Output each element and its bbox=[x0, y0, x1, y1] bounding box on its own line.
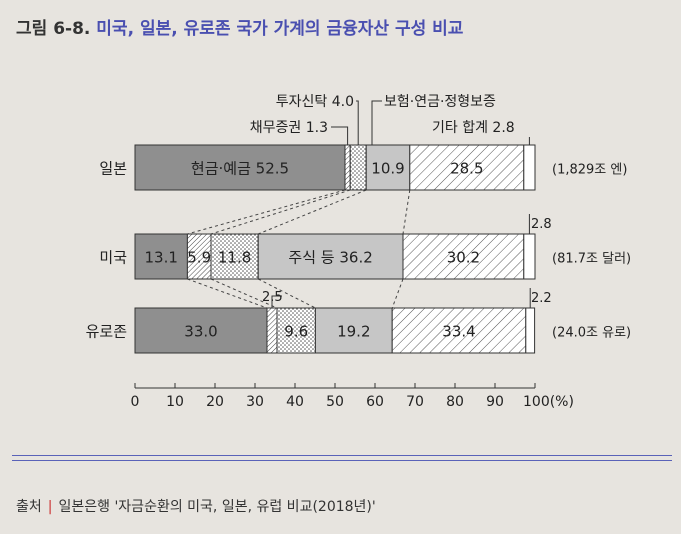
source-label: 출처 bbox=[16, 499, 42, 515]
figure-number: 그림 6-8. bbox=[16, 19, 91, 39]
connector-japan-stock bbox=[402, 189, 411, 235]
bar-usa-stock bbox=[257, 233, 404, 280]
bar-label-usa-stock: 주식 등 36.2 bbox=[288, 249, 372, 267]
connector-usa-stock bbox=[391, 278, 404, 309]
bar-label-euro-stock: 19.2 bbox=[337, 323, 370, 341]
leader-ins-jp bbox=[371, 100, 382, 145]
category-label-usa: 미국 bbox=[99, 249, 127, 267]
category-label-euro: 유로존 bbox=[86, 323, 128, 341]
leader-bond-jp bbox=[331, 126, 349, 145]
bar-usa-other bbox=[523, 233, 536, 280]
annotation-other_jp: 기타 합계 2.8 bbox=[432, 120, 515, 136]
figure-title: 그림 6-8. 미국, 일본, 유로존 국가 가계의 금융자산 구성 비교 bbox=[16, 14, 463, 39]
bar-euro-bond bbox=[266, 307, 278, 354]
bar-label-usa-cash: 13.1 bbox=[144, 249, 177, 267]
total-label-japan: (1,829조 엔) bbox=[552, 163, 627, 178]
x-tick-label: 90 bbox=[486, 394, 504, 410]
x-tick-label: 100(%) bbox=[523, 394, 574, 410]
bar-usa-ins bbox=[402, 233, 525, 280]
bar-label-usa-trust: 11.8 bbox=[218, 249, 251, 267]
bar-japan-trust bbox=[349, 144, 367, 191]
figure-title-text: 미국, 일본, 유로존 국가 가계의 금융자산 구성 비교 bbox=[96, 19, 464, 39]
connector-japan-cash bbox=[187, 189, 346, 235]
bar-usa-trust bbox=[210, 233, 259, 280]
x-tick-label: 10 bbox=[166, 394, 184, 410]
bar-usa-cash bbox=[134, 233, 188, 280]
bar-label-japan-stock: 10.9 bbox=[371, 160, 404, 178]
separator-line bbox=[12, 455, 672, 456]
connector-japan-trust bbox=[258, 189, 367, 235]
bar-label-euro-ins: 33.4 bbox=[442, 323, 475, 341]
annotation-other_us: 2.8 bbox=[531, 217, 552, 232]
separator-line-2 bbox=[12, 460, 672, 461]
bar-euro-other bbox=[525, 307, 536, 354]
x-tick-label: 50 bbox=[326, 394, 344, 410]
connector-usa-bond bbox=[210, 278, 278, 309]
leader-bond-eu bbox=[271, 295, 282, 308]
x-tick-label: 70 bbox=[406, 394, 424, 410]
total-label-usa: (81.7조 달러) bbox=[552, 252, 631, 267]
x-tick-label: 0 bbox=[131, 394, 140, 410]
annotation-ins_jp: 보험·연금·정형보증 bbox=[384, 94, 496, 110]
bar-japan-cash bbox=[134, 144, 346, 191]
source-note: 출처 | 일본은행 '자금순환의 미국, 일본, 유럽 비교(2018년)' bbox=[16, 496, 376, 516]
x-tick-label: 40 bbox=[286, 394, 304, 410]
leader-trust-jp bbox=[356, 100, 359, 145]
bar-japan-other bbox=[523, 144, 536, 191]
source-text: 일본은행 '자금순환의 미국, 일본, 유럽 비교(2018년)' bbox=[58, 499, 376, 515]
bar-euro-stock bbox=[314, 307, 393, 354]
bar-label-usa-bond: 5.9 bbox=[187, 249, 211, 267]
category-label-japan: 일본 bbox=[99, 160, 127, 178]
annotation-other_eu: 2.2 bbox=[531, 291, 552, 306]
x-tick-label: 20 bbox=[206, 394, 224, 410]
connector-japan-bond bbox=[210, 189, 351, 235]
annotation-bond_jp: 채무증권 1.3 bbox=[250, 120, 328, 136]
bar-euro-cash bbox=[134, 307, 268, 354]
bar-japan-bond bbox=[344, 144, 351, 191]
annotation-trust_jp: 투자신탁 4.0 bbox=[276, 94, 354, 110]
x-tick-label: 30 bbox=[246, 394, 264, 410]
source-divider: | bbox=[47, 499, 53, 515]
bar-euro-ins bbox=[391, 307, 527, 354]
bar-label-usa-ins: 30.2 bbox=[447, 249, 480, 267]
x-tick-label: 60 bbox=[366, 394, 384, 410]
bar-label-japan-ins: 28.5 bbox=[450, 160, 483, 178]
total-label-euro: (24.0조 유로) bbox=[552, 326, 631, 341]
connector-usa-trust bbox=[257, 278, 316, 309]
bar-label-euro-trust: 9.6 bbox=[284, 323, 308, 341]
stacked-bar-chart: 현금·예금 52.5 10.9 28.5 일본 (1,829조 엔) 13.1 5.9 11.… bbox=[86, 94, 632, 410]
bar-japan-ins bbox=[409, 144, 525, 191]
bar-label-japan-cash: 현금·예금 52.5 bbox=[191, 160, 289, 178]
connector-usa-cash bbox=[187, 278, 268, 309]
bar-label-euro-cash: 33.0 bbox=[184, 323, 217, 341]
x-tick-label: 80 bbox=[446, 394, 464, 410]
